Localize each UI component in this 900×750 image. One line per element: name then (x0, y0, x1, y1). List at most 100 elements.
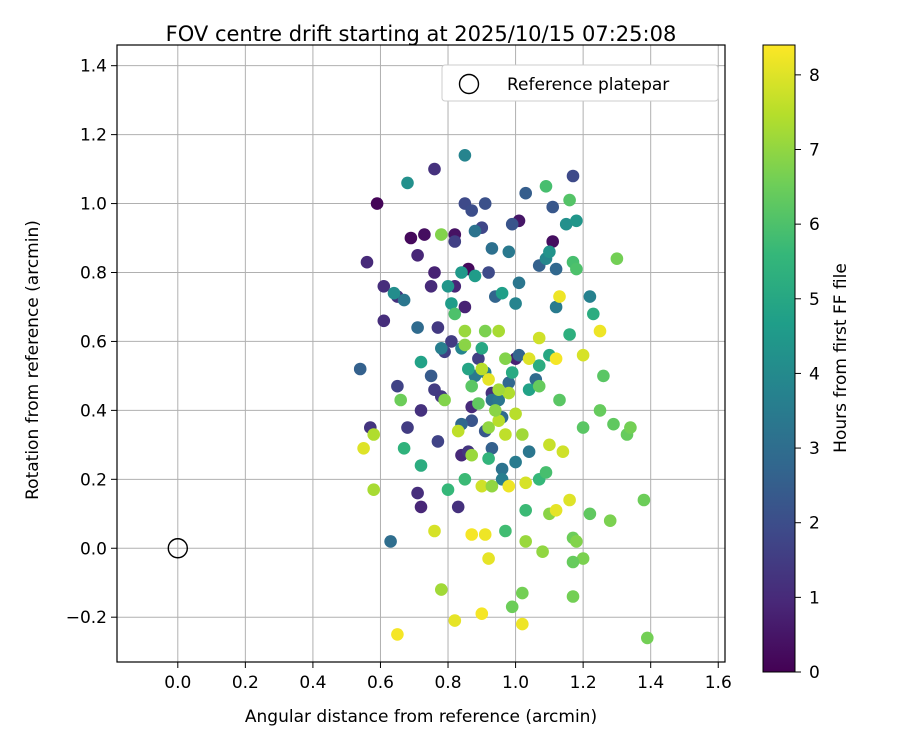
data-point (428, 266, 441, 279)
data-point (563, 493, 576, 507)
colorbar-tick-label: 2 (809, 514, 820, 534)
data-point (597, 369, 610, 383)
data-point (522, 383, 536, 397)
colorbar-tick-label: 7 (809, 141, 820, 161)
data-point (519, 476, 532, 490)
data-point (502, 245, 516, 259)
data-point (502, 376, 516, 390)
data-point (468, 269, 482, 283)
data-point (458, 473, 472, 486)
data-point (397, 293, 411, 307)
x-tick-label: 1.6 (705, 673, 732, 693)
data-point (401, 176, 414, 190)
data-point (377, 280, 391, 293)
data-point (441, 483, 455, 497)
data-point (509, 407, 522, 421)
data-point (519, 535, 532, 548)
x-tick-label: 1.4 (637, 673, 664, 693)
data-point (553, 290, 566, 303)
data-point (553, 393, 566, 407)
colorbar-gradient (762, 44, 796, 673)
data-point (485, 442, 499, 455)
y-axis-ticks: −0.2 0.0 0.2 0.4 0.6 0.8 1.0 1.2 1.4 (66, 57, 117, 628)
data-point (637, 493, 651, 507)
x-tick-label: 1.2 (570, 673, 597, 693)
colorbar-tick-label: 4 (809, 364, 820, 384)
data-point (610, 252, 624, 265)
colorbar: 0 1 2 3 4 5 6 7 8 Hours from first FF file (762, 44, 851, 683)
data-point (451, 500, 465, 514)
data-point (445, 335, 458, 348)
data-point (475, 479, 489, 493)
y-tick-label: 0.0 (80, 539, 107, 559)
data-point (478, 324, 492, 338)
data-point (384, 535, 397, 548)
data-point (509, 455, 522, 469)
data-point (455, 266, 468, 279)
data-point (458, 338, 472, 352)
data-point (512, 348, 526, 362)
data-point (475, 607, 489, 620)
data-point (516, 617, 529, 631)
data-point (414, 500, 428, 514)
data-point (397, 442, 411, 455)
data-point (465, 414, 479, 428)
data-point (431, 321, 445, 334)
data-point (435, 342, 448, 355)
data-point (387, 286, 401, 300)
data-point (448, 235, 462, 248)
data-point (495, 286, 509, 300)
data-point (543, 245, 556, 259)
data-point (516, 586, 529, 600)
data-point (428, 162, 441, 176)
data-point (482, 421, 495, 434)
data-point (411, 321, 424, 334)
data-point (492, 324, 506, 338)
data-point (485, 242, 499, 255)
data-point (414, 459, 428, 472)
data-point (556, 445, 570, 459)
x-tick-label: 0.6 (367, 673, 394, 693)
data-point (593, 324, 607, 338)
data-point (536, 545, 549, 558)
data-point (435, 228, 448, 241)
colorbar-tick-label: 1 (809, 588, 820, 608)
data-point (360, 255, 374, 269)
chart-title: FOV centre drift starting at 2025/10/15 … (166, 22, 677, 46)
data-point (519, 186, 532, 200)
data-point (563, 328, 576, 341)
data-point (576, 348, 590, 362)
data-point (519, 504, 532, 517)
data-point (505, 366, 519, 379)
x-tick-label: 0.8 (434, 673, 461, 693)
data-point (458, 149, 472, 162)
data-point (559, 217, 573, 231)
data-point (438, 393, 451, 407)
data-point (499, 524, 512, 538)
data-point (411, 486, 424, 500)
data-point (482, 373, 495, 386)
y-tick-label: 1.0 (80, 195, 107, 215)
data-point (478, 197, 492, 210)
data-point (424, 280, 438, 293)
data-point (357, 442, 370, 455)
grid (117, 45, 725, 662)
colorbar-label: Hours from first FF file (831, 263, 851, 453)
data-point (532, 379, 546, 393)
data-point (532, 359, 546, 372)
data-point (353, 362, 367, 376)
data-point (566, 169, 580, 183)
data-point (441, 280, 455, 293)
data-point (391, 628, 404, 641)
data-point (570, 262, 583, 276)
data-point (549, 300, 563, 314)
data-point (624, 421, 637, 434)
data-point (475, 362, 489, 376)
data-point (563, 193, 576, 207)
data-point (576, 421, 590, 434)
data-point (424, 369, 438, 383)
data-point (499, 428, 512, 441)
colorbar-tick-label: 6 (809, 215, 820, 235)
y-tick-label: 1.2 (80, 126, 107, 146)
